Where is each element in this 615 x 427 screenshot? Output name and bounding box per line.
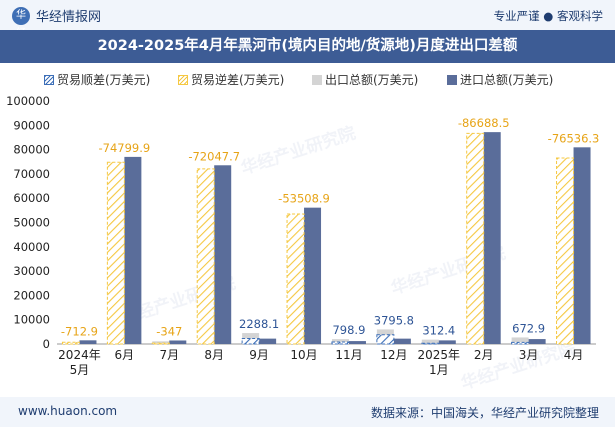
legend: 贸易顺差(万美元) 贸易逆差(万美元) 出口总额(万美元) 进口总额(万美元) xyxy=(0,71,615,91)
y-tick-label: 40000 xyxy=(13,240,50,254)
data-label: 672.9 xyxy=(512,321,545,335)
x-tick-label: 3月 xyxy=(519,348,539,362)
trade-deficit-bar xyxy=(286,213,305,345)
x-tick-label: 2月 xyxy=(474,348,494,362)
legend-label-import: 进口总额(万美元) xyxy=(460,73,554,87)
x-tick-label: 6月 xyxy=(115,348,135,362)
top-bar: 华经 华经情报网 专业严谨 ● 客观科学 xyxy=(0,0,615,39)
y-tick-label: 60000 xyxy=(13,191,50,205)
import-bar xyxy=(483,132,501,344)
y-tick-label: 30000 xyxy=(13,264,50,278)
data-label: -72047.7 xyxy=(188,149,240,163)
x-tick-label: 12月 xyxy=(380,348,407,362)
import-bar xyxy=(214,165,232,344)
legend-item-positive: 贸易顺差(万美元) xyxy=(44,71,150,88)
export-bar xyxy=(511,337,529,344)
import-bar xyxy=(528,339,546,344)
watermark: 华经产业研究院 xyxy=(238,122,358,179)
x-tick-label: 7月 xyxy=(159,348,179,362)
x-tick-label: 10月 xyxy=(290,348,317,362)
legend-item-import: 进口总额(万美元) xyxy=(447,71,553,88)
x-tick-label: 4月 xyxy=(564,348,584,362)
legend-item-negative: 贸易逆差(万美元) xyxy=(178,71,284,88)
trade-surplus-bar xyxy=(511,341,530,345)
x-tick-label: 8月 xyxy=(204,348,224,362)
import-bar xyxy=(304,207,322,344)
data-label: 2288.1 xyxy=(239,317,279,331)
trade-surplus-bar xyxy=(331,341,350,345)
import-bar xyxy=(124,156,142,344)
x-tick-label: 2025年 xyxy=(418,348,461,362)
y-tick-label: 90000 xyxy=(13,118,50,132)
x-tick-label: 5月 xyxy=(70,363,90,377)
data-label: 3795.8 xyxy=(374,313,414,327)
legend-label-positive: 贸易顺差(万美元) xyxy=(57,73,151,87)
legend-label-negative: 贸易逆差(万美元) xyxy=(191,73,285,87)
trade-deficit-bar xyxy=(151,342,170,345)
x-tick-label: 9月 xyxy=(249,348,269,362)
x-tick-label: 2024年 xyxy=(58,348,101,362)
legend-label-export: 出口总额(万美元) xyxy=(325,73,419,87)
trade-deficit-bar xyxy=(61,341,80,345)
export-bar xyxy=(421,339,439,344)
brand-logo-icon: 华经 xyxy=(12,6,30,39)
trade-surplus-bar xyxy=(421,342,440,345)
y-tick-label: 20000 xyxy=(13,288,50,302)
legend-swatch-negative xyxy=(178,74,188,85)
legend-swatch-export xyxy=(312,74,322,85)
trade-deficit-bar xyxy=(466,132,485,345)
x-tick-label: 1月 xyxy=(429,363,449,377)
legend-swatch-positive xyxy=(44,74,54,85)
brand[interactable]: 华经 华经情报网 xyxy=(12,6,102,39)
import-bar xyxy=(169,340,187,344)
y-tick-label: 70000 xyxy=(13,167,50,181)
data-label: -74799.9 xyxy=(99,141,151,155)
chart-title: 2024-2025年4月年黑河市(境内目的地/货源地)月度进出口差额 xyxy=(0,30,615,63)
watermark: 华经产业研究院 xyxy=(458,337,578,394)
import-bar xyxy=(348,341,366,344)
import-bar xyxy=(573,147,591,344)
footer: www.huaon.com 数据来源：中国海关，华经产业研究院整理 xyxy=(0,397,615,427)
import-bar xyxy=(79,340,97,344)
data-label: 798.9 xyxy=(332,323,365,337)
trade-surplus-bar xyxy=(376,334,395,345)
trade-deficit-bar xyxy=(556,157,575,345)
data-label: -347 xyxy=(156,324,182,338)
site-link[interactable]: www.huaon.com xyxy=(18,404,118,418)
data-label: 312.4 xyxy=(422,324,455,338)
data-label: -712.9 xyxy=(61,324,98,338)
y-tick-label: 50000 xyxy=(13,216,50,230)
y-tick-label: 100000 xyxy=(6,96,50,108)
legend-item-export: 出口总额(万美元) xyxy=(312,71,418,88)
export-bar xyxy=(152,341,170,344)
x-tick-label: 11月 xyxy=(335,348,362,362)
data-source: 数据来源：中国海关，华经产业研究院整理 xyxy=(370,406,599,420)
export-bar xyxy=(331,339,349,344)
data-label: -86688.5 xyxy=(458,116,510,130)
import-bar xyxy=(259,338,277,344)
import-bar xyxy=(438,340,456,344)
trade-deficit-bar xyxy=(196,168,215,345)
y-tick-label: 0 xyxy=(43,337,50,351)
tagline: 专业严谨 ● 客观科学 xyxy=(493,9,603,23)
import-bar xyxy=(393,338,411,344)
y-tick-label: 10000 xyxy=(13,313,50,327)
y-tick-label: 80000 xyxy=(13,143,50,157)
legend-swatch-import xyxy=(447,74,457,85)
data-label: -76536.3 xyxy=(548,131,600,145)
data-label: -53508.9 xyxy=(278,192,330,206)
brand-name: 华经情报网 xyxy=(36,10,102,25)
trade-surplus-bar xyxy=(241,337,260,345)
trade-deficit-bar xyxy=(106,161,125,345)
